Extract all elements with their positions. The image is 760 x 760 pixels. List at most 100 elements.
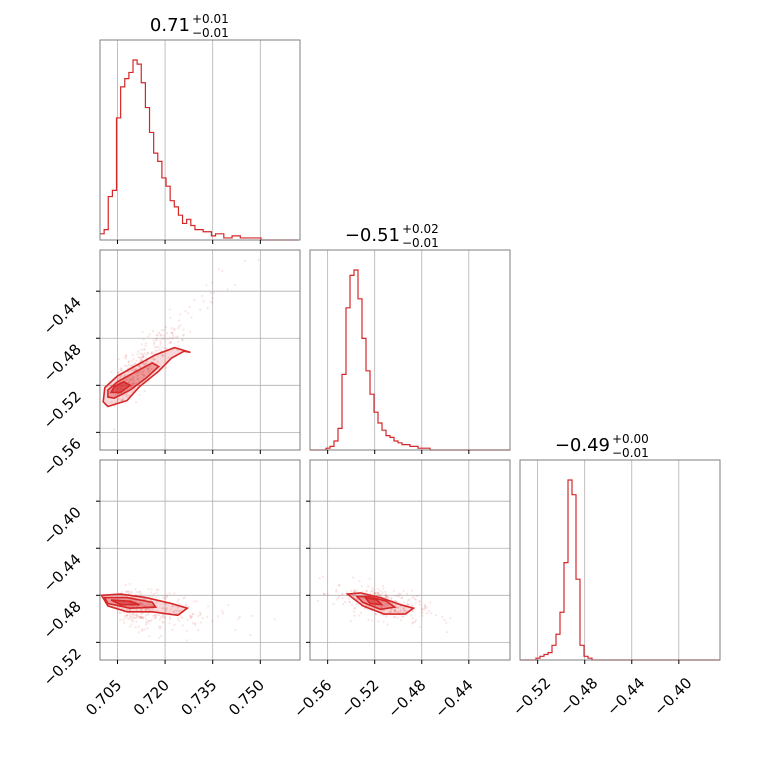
sample-point bbox=[394, 608, 397, 611]
sample-point bbox=[130, 378, 133, 382]
sample-point bbox=[141, 612, 144, 615]
sample-point bbox=[273, 618, 276, 621]
sample-point bbox=[125, 614, 128, 617]
sample-point bbox=[141, 602, 144, 605]
sample-point bbox=[142, 364, 145, 367]
sample-point bbox=[125, 378, 129, 381]
sample-point bbox=[131, 377, 135, 380]
sample-point bbox=[154, 349, 157, 352]
sample-point bbox=[127, 590, 131, 593]
sample-point bbox=[165, 607, 169, 610]
sample-point bbox=[147, 368, 150, 372]
histogram-step-line bbox=[520, 479, 720, 661]
sample-point bbox=[197, 614, 200, 618]
sample-point bbox=[130, 379, 133, 382]
sample-point bbox=[136, 377, 139, 380]
sample-point bbox=[136, 374, 139, 377]
sample-point bbox=[162, 337, 165, 340]
sample-point bbox=[131, 353, 134, 357]
sample-point bbox=[396, 600, 399, 603]
sample-point bbox=[183, 596, 186, 599]
sample-point bbox=[142, 355, 145, 358]
sample-point bbox=[123, 379, 126, 382]
sample-point bbox=[142, 616, 145, 619]
sample-point bbox=[149, 619, 152, 622]
sample-point bbox=[377, 587, 380, 591]
sample-point bbox=[167, 356, 170, 359]
sample-point bbox=[173, 328, 176, 332]
sample-point bbox=[406, 603, 410, 606]
sample-point bbox=[353, 614, 356, 617]
sample-point bbox=[187, 312, 190, 315]
sample-point bbox=[201, 616, 204, 620]
panel-title-minus: −0.01 bbox=[402, 236, 439, 250]
sample-point bbox=[257, 259, 260, 262]
sample-point bbox=[139, 356, 142, 359]
sample-point bbox=[427, 609, 431, 612]
sample-point bbox=[115, 400, 119, 403]
sample-point bbox=[128, 592, 131, 595]
sample-point bbox=[188, 305, 191, 309]
sample-point bbox=[191, 622, 195, 625]
sample-point bbox=[207, 605, 210, 608]
sample-point bbox=[211, 301, 214, 304]
sample-point bbox=[139, 360, 142, 363]
sample-point bbox=[138, 616, 141, 620]
sample-point bbox=[353, 588, 356, 591]
sample-point bbox=[355, 589, 359, 592]
sample-point bbox=[410, 614, 413, 617]
sample-point bbox=[179, 313, 182, 316]
sample-point bbox=[189, 616, 192, 619]
sample-point bbox=[152, 592, 156, 595]
sample-point bbox=[355, 597, 359, 601]
sample-point bbox=[157, 345, 160, 349]
sample-point bbox=[199, 612, 202, 615]
sample-point bbox=[171, 333, 175, 337]
sample-point bbox=[396, 594, 399, 598]
sample-point bbox=[119, 375, 122, 378]
contour-line-inner bbox=[109, 380, 132, 394]
sample-point bbox=[414, 602, 417, 605]
sample-point bbox=[176, 609, 179, 612]
sample-point bbox=[380, 605, 383, 608]
sample-point bbox=[121, 397, 125, 400]
sample-point bbox=[158, 332, 161, 335]
sample-point bbox=[171, 628, 174, 631]
sample-point bbox=[164, 607, 168, 610]
sample-point bbox=[121, 607, 124, 610]
sample-point bbox=[141, 608, 144, 611]
sample-point bbox=[156, 334, 159, 337]
sample-point bbox=[363, 607, 366, 610]
sample-point bbox=[199, 308, 202, 311]
sample-point bbox=[412, 621, 415, 624]
sample-point bbox=[135, 614, 138, 617]
sample-point bbox=[201, 294, 204, 298]
sample-point bbox=[132, 367, 136, 370]
sample-point bbox=[384, 596, 387, 599]
sample-point bbox=[393, 609, 396, 612]
sample-point bbox=[342, 602, 345, 606]
sample-point bbox=[172, 610, 175, 614]
sample-point bbox=[125, 392, 128, 395]
sample-point bbox=[125, 614, 129, 617]
contour-line-mid bbox=[355, 595, 397, 611]
sample-point bbox=[148, 595, 151, 598]
sample-point bbox=[379, 589, 382, 593]
sample-point bbox=[389, 610, 392, 613]
sample-point bbox=[135, 613, 139, 616]
sample-point bbox=[148, 365, 151, 368]
sample-point bbox=[145, 608, 148, 611]
sample-point bbox=[129, 386, 132, 389]
sample-point bbox=[132, 369, 135, 372]
sample-point bbox=[341, 597, 344, 600]
sample-point bbox=[418, 600, 422, 603]
sample-point bbox=[374, 613, 377, 616]
sample-point bbox=[216, 615, 220, 618]
sample-point bbox=[127, 370, 130, 373]
sample-point bbox=[140, 343, 144, 346]
y-tick-label: −0.44 bbox=[40, 550, 85, 595]
sample-point bbox=[146, 360, 149, 363]
sample-point bbox=[335, 590, 338, 593]
sample-point bbox=[376, 591, 379, 594]
